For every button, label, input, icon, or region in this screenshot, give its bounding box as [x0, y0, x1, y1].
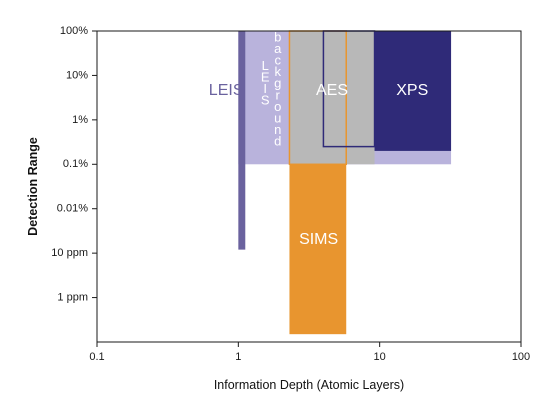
label-aes: AES [316, 82, 348, 99]
x-tick-label: 0.1 [89, 351, 104, 363]
y-tick-label: 100% [60, 25, 88, 37]
y-tick-label: 1 ppm [57, 291, 88, 303]
vertical-letter: I [263, 81, 267, 96]
y-tick-label: 0.1% [63, 158, 88, 170]
vertical-letter: o [274, 99, 281, 114]
vertical-label-leis: LEIS [261, 58, 270, 108]
axes-layer: 0.1 1 10 100 100% 10% 1% 0.1% 0.01% 10 ppm 1 ppm [51, 25, 530, 363]
vertical-letter: b [274, 29, 281, 44]
x-tick-label: 10 [374, 351, 386, 363]
vertical-letter: r [276, 87, 281, 102]
y-tick-label: 0.01% [57, 203, 88, 215]
x-axis-title: Information Depth (Atomic Layers) [214, 378, 404, 392]
label-sims: SIMS [299, 231, 338, 248]
regions-layer [238, 31, 452, 335]
y-tick-label: 10 ppm [51, 247, 88, 259]
vertical-letter: g [274, 76, 281, 91]
vertical-letter: k [274, 64, 281, 79]
region-xps [374, 31, 452, 151]
y-tick-label: 10% [66, 69, 88, 81]
vertical-letter: L [262, 58, 269, 73]
x-tick-label: 1 [235, 351, 241, 363]
label-xps: XPS [396, 82, 428, 99]
region-leis [238, 31, 246, 250]
vertical-letter: d [274, 134, 281, 149]
y-tick-label: 1% [72, 114, 88, 126]
y-axis-title: Detection Range [26, 137, 40, 236]
vertical-letter: n [274, 122, 281, 137]
label-leis: LEIS [209, 82, 244, 99]
vertical-letter: a [274, 41, 282, 56]
vertical-letter: E [261, 69, 270, 84]
region-aes [289, 31, 375, 165]
vertical-letter: u [274, 111, 281, 126]
x-tick-label: 100 [512, 351, 530, 363]
vertical-letter: S [261, 93, 270, 108]
plot-frame [96, 30, 522, 343]
vertical-letter: c [274, 53, 281, 68]
